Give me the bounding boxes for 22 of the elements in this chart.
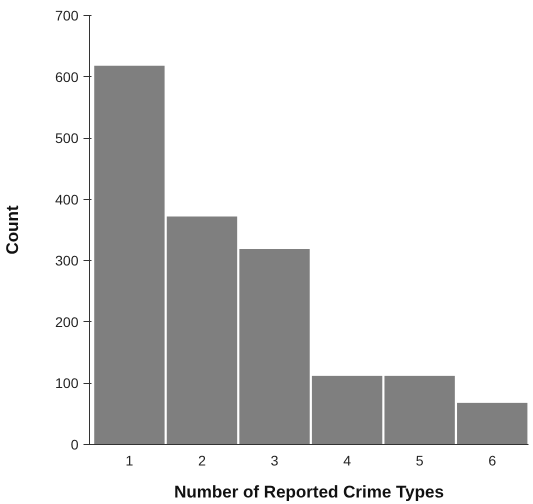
x-tick-label: 6	[488, 452, 496, 468]
x-tick-label: 2	[198, 452, 206, 468]
y-axis-title: Count	[3, 205, 22, 255]
y-tick-label: 500	[55, 130, 79, 146]
y-tick-label: 200	[55, 314, 79, 330]
y-tick-label: 700	[55, 8, 79, 24]
bar	[94, 66, 165, 444]
y-tick-label: 400	[55, 191, 79, 208]
x-tick-label: 3	[270, 452, 279, 468]
bar	[457, 402, 528, 444]
x-tick-label: 5	[416, 452, 424, 468]
y-tick-label: 0	[70, 436, 79, 452]
y-tick-label: 600	[55, 68, 79, 85]
bar	[166, 216, 238, 444]
x-axis-title: Number of Reported Crime Types	[174, 482, 444, 502]
y-tick-label: 300	[55, 252, 79, 269]
bar	[312, 376, 382, 444]
bar	[239, 249, 310, 444]
y-tick-label: 100	[55, 375, 79, 392]
bar	[384, 376, 455, 444]
x-tick-label: 1	[126, 452, 134, 468]
x-tick-label: 4	[343, 452, 352, 468]
